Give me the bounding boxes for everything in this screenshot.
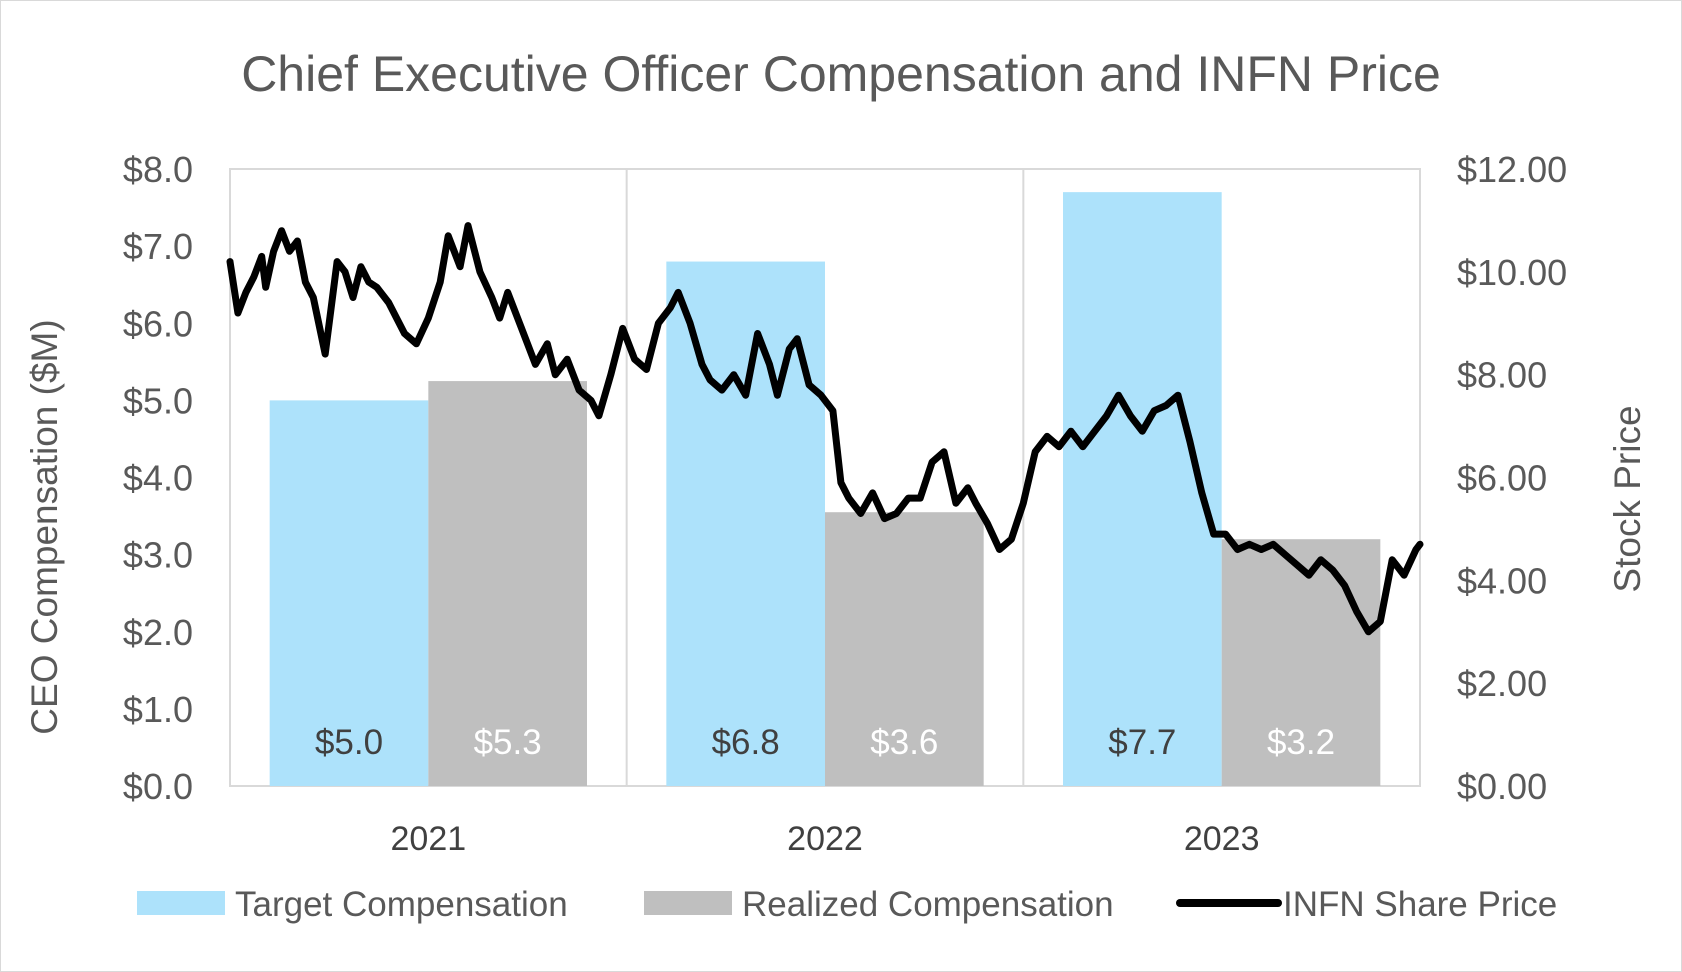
right-tick-label: $10.00 [1457, 252, 1567, 293]
left-tick-label: $3.0 [123, 535, 193, 576]
realized-label-2022: $3.6 [870, 723, 938, 762]
left-tick-label: $8.0 [123, 149, 193, 190]
infn-share-price-line [226, 222, 1424, 636]
realized-bar-2022 [825, 512, 984, 786]
left-tick-label: $4.0 [123, 458, 193, 499]
left-tick-label: $6.0 [123, 303, 193, 344]
category-label-2021: 2021 [391, 820, 467, 858]
category-label-2022: 2022 [787, 820, 863, 858]
left-axis-ticks: $0.0 $1.0 $2.0 $3.0 $4.0 $5.0 $6.0 $7.0 $8.0 [123, 149, 193, 807]
legend-swatch-0 [137, 891, 225, 915]
legend-swatch-1 [644, 891, 732, 915]
legend-label-2: INFN Share Price [1283, 885, 1557, 924]
realized-label-2023: $3.2 [1267, 723, 1335, 762]
left-tick-label: $0.0 [123, 766, 193, 807]
target-bar-2023 [1063, 192, 1222, 786]
legend-label-1: Realized Compensation [742, 885, 1114, 924]
realized-bar-2021 [428, 381, 587, 786]
target-bar-2021 [269, 400, 429, 786]
left-tick-label: $1.0 [123, 689, 193, 730]
bar-data-labels: $5.0 $5.3 $6.8 $3.6 $7.7 $3.2 [315, 723, 1335, 762]
left-tick-label: $5.0 [123, 380, 193, 421]
category-label-2023: 2023 [1184, 820, 1260, 858]
right-axis-ticks: $0.00 $2.00 $4.00 $6.00 $8.00 $10.00 $12.00 [1457, 149, 1567, 807]
right-tick-label: $6.00 [1457, 458, 1547, 499]
bar-series [269, 192, 1381, 786]
left-tick-label: $2.0 [123, 612, 193, 653]
realized-bar-2023 [1221, 539, 1381, 786]
legend-label-0: Target Compensation [235, 885, 568, 924]
left-tick-label: $7.0 [123, 226, 193, 267]
right-tick-label: $2.00 [1457, 663, 1547, 704]
left-axis-title: CEO Compensation ($M) [24, 319, 65, 734]
category-axis-labels: 2021 2022 2023 [391, 820, 1260, 858]
target-label-2023: $7.7 [1108, 723, 1176, 762]
realized-label-2021: $5.3 [474, 723, 542, 762]
chart-title: Chief Executive Officer Compensation and… [241, 46, 1441, 102]
right-axis-title: Stock Price [1607, 405, 1648, 592]
right-tick-label: $8.00 [1457, 355, 1547, 396]
right-tick-label: $0.00 [1457, 766, 1547, 807]
right-tick-label: $12.00 [1457, 149, 1567, 190]
target-label-2021: $5.0 [315, 723, 383, 762]
target-label-2022: $6.8 [712, 723, 780, 762]
legend: Target Compensation Realized Compensation… [137, 885, 1557, 924]
price-line-series [226, 222, 1424, 636]
right-tick-label: $4.00 [1457, 560, 1547, 601]
